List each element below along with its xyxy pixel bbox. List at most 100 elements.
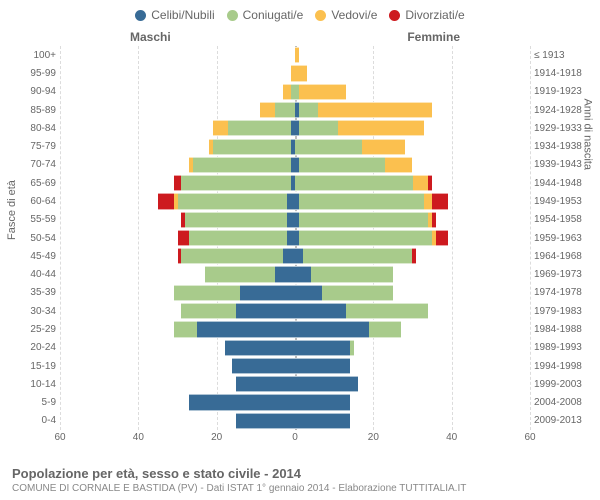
birth-year-label: 1924-1928 — [534, 105, 588, 116]
male-bar — [60, 119, 295, 137]
male-bar — [60, 83, 295, 101]
segment — [174, 321, 198, 337]
female-bar — [295, 412, 530, 430]
bar-pair — [60, 229, 530, 247]
chart-title: Popolazione per età, sesso e stato civil… — [12, 466, 588, 481]
age-label: 55-59 — [22, 214, 56, 225]
age-label: 5-9 — [22, 397, 56, 408]
birth-year-label: 1929-1933 — [534, 123, 588, 134]
segment — [295, 413, 350, 429]
age-row: 95-991914-1918 — [60, 64, 530, 82]
age-label: 30-34 — [22, 306, 56, 317]
x-tick-label: 20 — [368, 432, 379, 443]
birth-year-label: 1914-1918 — [534, 68, 588, 79]
male-bar — [60, 302, 295, 320]
segment — [299, 102, 319, 118]
age-row: 50-541959-1963 — [60, 229, 530, 247]
female-bar — [295, 83, 530, 101]
x-tick-label: 0 — [292, 432, 298, 443]
x-tick-label: 40 — [133, 432, 144, 443]
segment — [225, 340, 296, 356]
age-row: 15-191994-1998 — [60, 357, 530, 375]
age-row: 100+≤ 1913 — [60, 46, 530, 64]
legend-label: Vedovi/e — [331, 8, 377, 22]
segment — [295, 358, 350, 374]
bar-pair — [60, 192, 530, 210]
segment — [303, 248, 413, 264]
bar-pair — [60, 46, 530, 64]
segment — [181, 303, 236, 319]
segment — [413, 175, 429, 191]
age-label: 75-79 — [22, 141, 56, 152]
age-label: 85-89 — [22, 105, 56, 116]
age-label: 15-19 — [22, 361, 56, 372]
male-bar — [60, 320, 295, 338]
female-bar — [295, 393, 530, 411]
segment — [193, 157, 291, 173]
segment — [236, 376, 295, 392]
female-bar — [295, 284, 530, 302]
male-bar — [60, 46, 295, 64]
age-row: 30-341979-1983 — [60, 302, 530, 320]
segment — [240, 285, 295, 301]
bar-pair — [60, 119, 530, 137]
legend-label: Coniugati/e — [243, 8, 304, 22]
segment — [428, 175, 432, 191]
birth-year-label: 1969-1973 — [534, 269, 588, 280]
segment — [295, 248, 303, 264]
legend-swatch — [315, 10, 326, 21]
age-label: 90-94 — [22, 86, 56, 97]
segment — [197, 321, 295, 337]
segment — [189, 394, 295, 410]
segment — [174, 285, 241, 301]
age-label: 20-24 — [22, 342, 56, 353]
male-bar — [60, 192, 295, 210]
female-bar — [295, 64, 530, 82]
age-row: 55-591954-1958 — [60, 211, 530, 229]
age-label: 100+ — [22, 50, 56, 61]
bar-pair — [60, 339, 530, 357]
segment — [283, 248, 295, 264]
male-bar — [60, 339, 295, 357]
birth-year-label: 2009-2013 — [534, 415, 588, 426]
bar-pair — [60, 83, 530, 101]
legend-item: Divorziati/e — [389, 8, 464, 22]
birth-year-label: 2004-2008 — [534, 397, 588, 408]
segment — [346, 303, 428, 319]
segment — [295, 175, 413, 191]
segment — [185, 212, 287, 228]
age-row: 80-841929-1933 — [60, 119, 530, 137]
birth-year-label: 1974-1978 — [534, 287, 588, 298]
age-row: 20-241989-1993 — [60, 339, 530, 357]
segment — [158, 193, 174, 209]
birth-year-label: 1944-1948 — [534, 178, 588, 189]
age-row: 75-791934-1938 — [60, 138, 530, 156]
male-bar — [60, 156, 295, 174]
female-bar — [295, 375, 530, 393]
age-row: 35-391974-1978 — [60, 284, 530, 302]
female-bar — [295, 247, 530, 265]
male-bar — [60, 229, 295, 247]
male-bar — [60, 375, 295, 393]
legend-label: Celibi/Nubili — [151, 8, 214, 22]
age-row: 5-92004-2008 — [60, 393, 530, 411]
age-row: 65-691944-1948 — [60, 174, 530, 192]
segment — [295, 285, 322, 301]
segment — [299, 230, 432, 246]
male-bar — [60, 393, 295, 411]
birth-year-label: ≤ 1913 — [534, 50, 588, 61]
legend-label: Divorziati/e — [405, 8, 464, 22]
age-label: 10-14 — [22, 379, 56, 390]
birth-year-label: 1934-1938 — [534, 141, 588, 152]
age-row: 85-891924-1928 — [60, 101, 530, 119]
age-row: 70-741939-1943 — [60, 156, 530, 174]
x-tick-label: 60 — [524, 432, 535, 443]
segment — [299, 193, 424, 209]
birth-year-label: 1964-1968 — [534, 251, 588, 262]
segment — [287, 212, 295, 228]
bar-pair — [60, 156, 530, 174]
birth-year-label: 1954-1958 — [534, 214, 588, 225]
male-bar — [60, 265, 295, 283]
segment — [295, 340, 350, 356]
bar-pair — [60, 375, 530, 393]
